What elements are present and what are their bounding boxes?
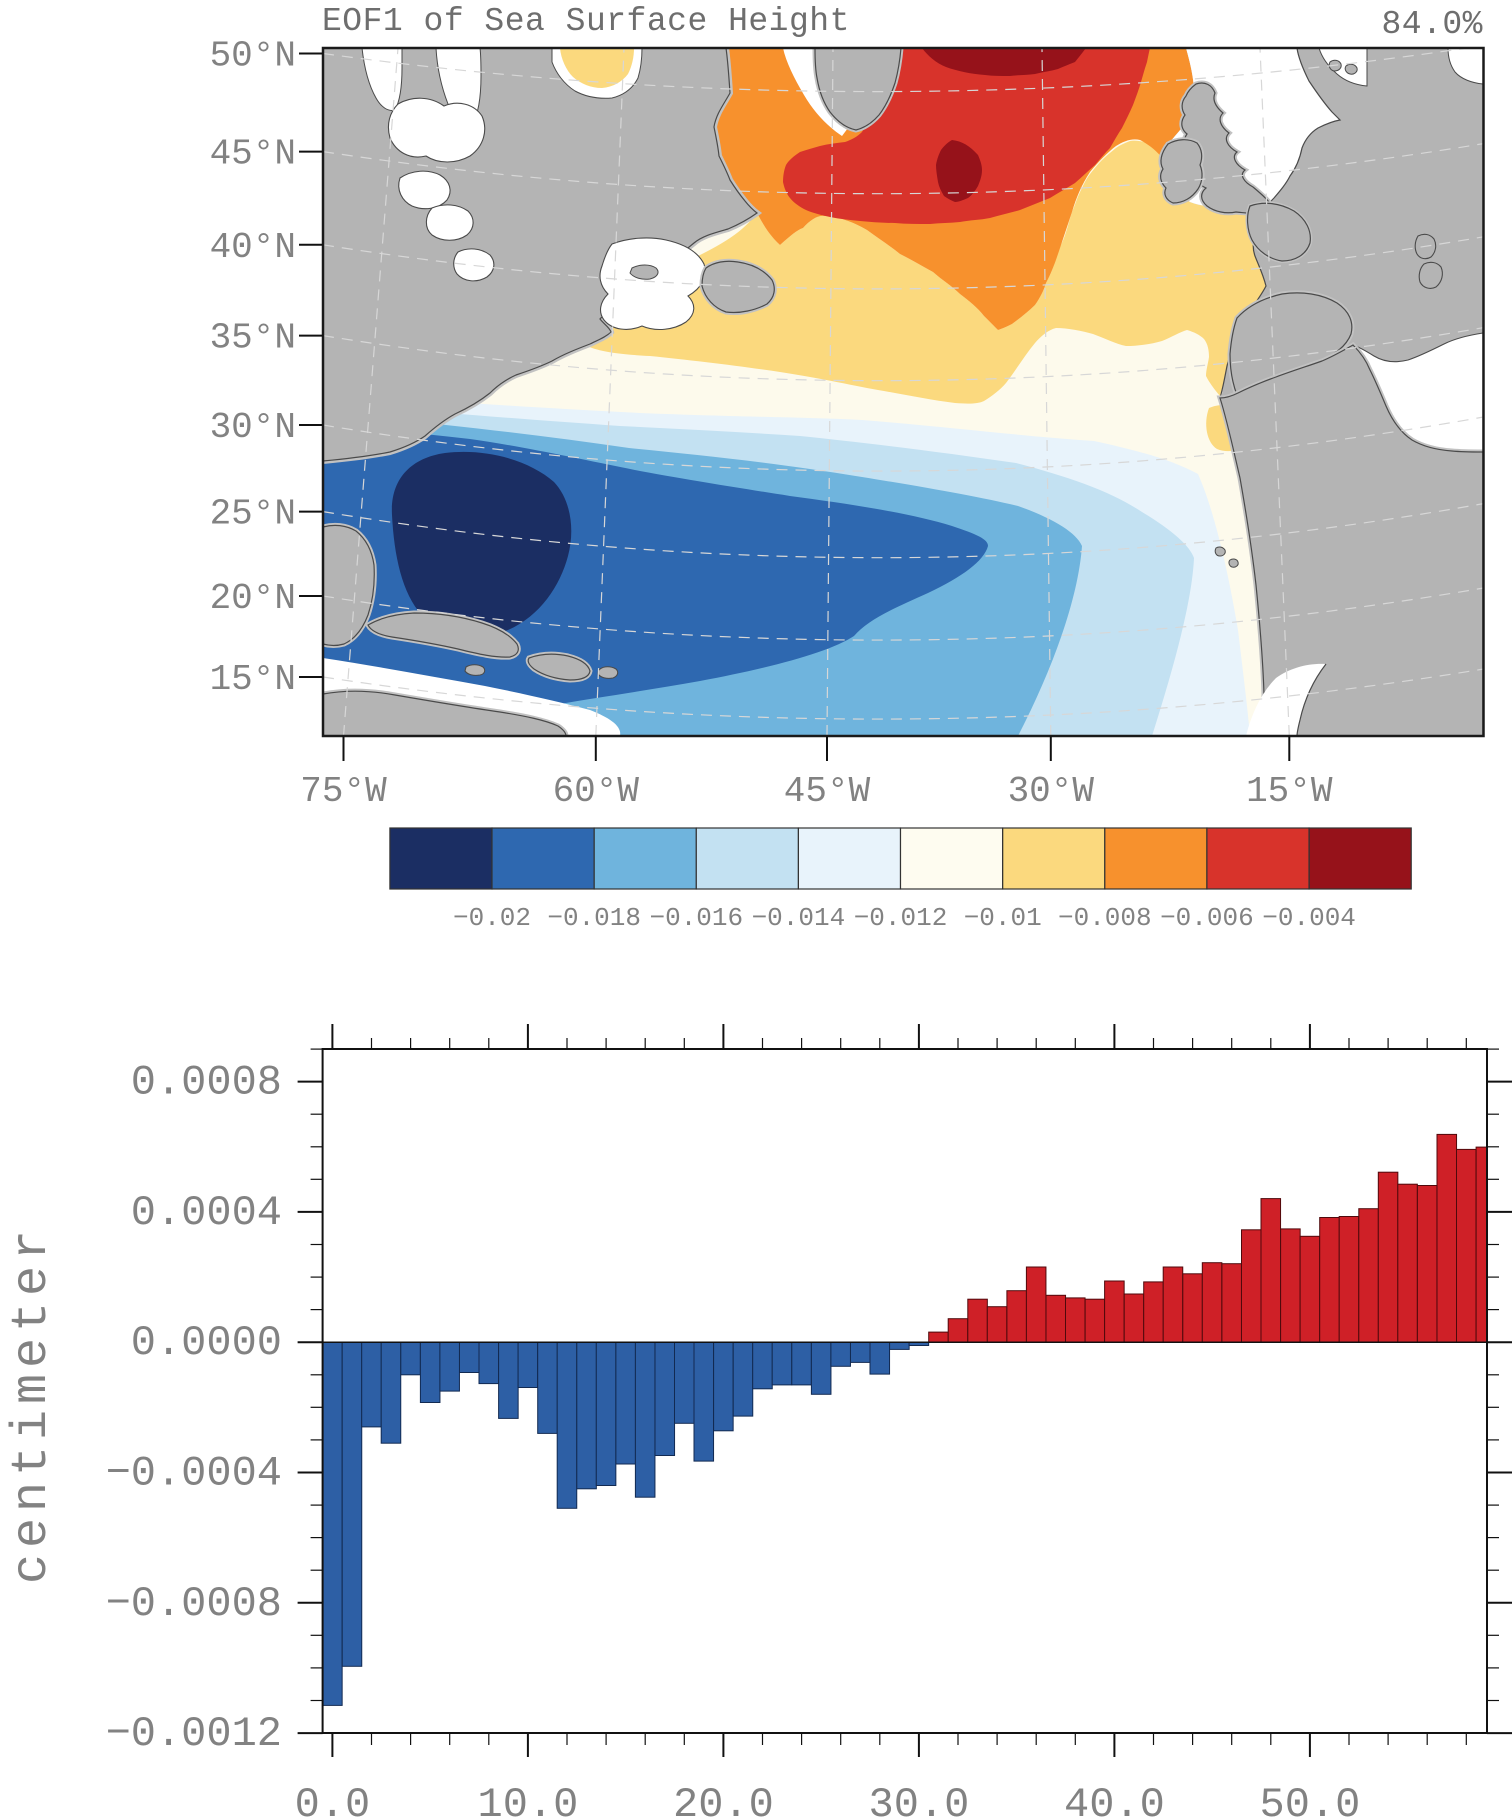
svg-text:0.0000: 0.0000 <box>131 1319 282 1367</box>
svg-text:10.0: 10.0 <box>477 1781 578 1820</box>
svg-text:−0.012: −0.012 <box>854 903 948 933</box>
svg-text:30°N: 30°N <box>210 407 296 448</box>
svg-text:45°W: 45°W <box>784 771 871 812</box>
svg-text:0.0004: 0.0004 <box>131 1189 282 1237</box>
svg-text:−0.0012: −0.0012 <box>106 1710 282 1758</box>
svg-text:40.0: 40.0 <box>1064 1781 1165 1820</box>
svg-text:50°N: 50°N <box>210 36 296 77</box>
svg-text:0.0: 0.0 <box>295 1781 371 1820</box>
svg-text:0.0008: 0.0008 <box>131 1059 282 1107</box>
svg-text:−0.0004: −0.0004 <box>106 1450 282 1498</box>
svg-text:45°N: 45°N <box>210 134 296 175</box>
svg-text:75°W: 75°W <box>300 771 387 812</box>
svg-text:60°W: 60°W <box>553 771 640 812</box>
svg-text:25°N: 25°N <box>210 494 296 535</box>
svg-text:−0.02: −0.02 <box>453 903 531 933</box>
svg-text:−0.01: −0.01 <box>964 903 1042 933</box>
svg-text:−0.018: −0.018 <box>547 903 641 933</box>
svg-text:35°N: 35°N <box>210 318 296 359</box>
svg-text:centimeter: centimeter <box>4 1224 61 1584</box>
svg-text:−0.0008: −0.0008 <box>106 1580 282 1628</box>
svg-text:−0.016: −0.016 <box>649 903 743 933</box>
svg-text:15°W: 15°W <box>1246 771 1333 812</box>
svg-text:15°N: 15°N <box>210 659 296 700</box>
svg-text:30°W: 30°W <box>1008 771 1095 812</box>
svg-text:40°N: 40°N <box>210 227 296 268</box>
svg-text:−0.014: −0.014 <box>752 903 846 933</box>
svg-text:50.0: 50.0 <box>1259 1781 1360 1820</box>
svg-text:20°N: 20°N <box>210 578 296 619</box>
svg-text:EOF1 of Sea Surface Height: EOF1 of Sea Surface Height <box>322 3 850 40</box>
svg-text:−0.004: −0.004 <box>1262 903 1356 933</box>
svg-text:84.0%: 84.0% <box>1381 6 1483 43</box>
svg-text:−0.008: −0.008 <box>1058 903 1152 933</box>
svg-text:−0.006: −0.006 <box>1160 903 1254 933</box>
svg-text:30.0: 30.0 <box>868 1781 969 1820</box>
svg-text:20.0: 20.0 <box>673 1781 774 1820</box>
